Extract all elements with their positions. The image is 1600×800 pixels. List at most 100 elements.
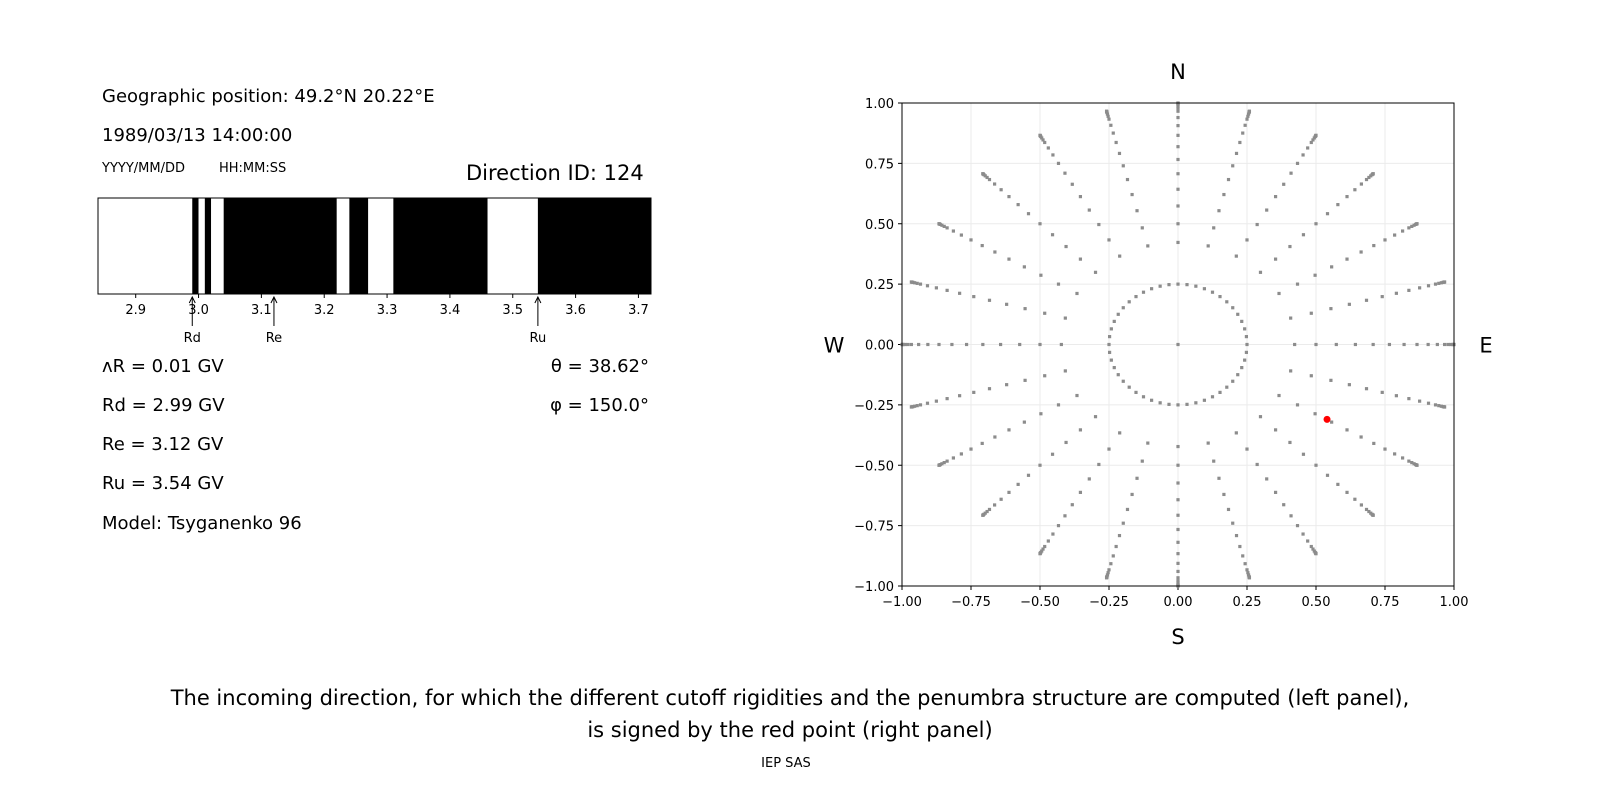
x-tick-label: 3.0 — [188, 303, 209, 318]
direction-point — [925, 401, 930, 405]
direction-point — [1442, 280, 1447, 284]
direction-point — [1226, 507, 1231, 512]
direction-point — [1245, 447, 1249, 451]
direction-point — [1293, 342, 1297, 347]
direction-point — [987, 298, 992, 302]
direction-point — [1106, 114, 1110, 118]
y-tick-label: 1.00 — [865, 97, 894, 112]
direction-point — [1176, 444, 1180, 449]
direction-point — [1016, 203, 1020, 207]
direction-point — [1289, 514, 1293, 518]
arrow-head-icon — [270, 295, 278, 304]
direction-point — [1314, 552, 1318, 556]
direction-point — [1442, 405, 1447, 409]
phi-value: φ = 150.0° — [550, 395, 649, 416]
direction-point — [1426, 401, 1431, 405]
direction-point — [1345, 195, 1349, 199]
direction-point — [1334, 342, 1338, 347]
direction-point — [1231, 521, 1235, 525]
direction-point — [1306, 146, 1310, 150]
direction-point — [937, 222, 941, 226]
direction-point — [1217, 209, 1221, 213]
direction-point — [1329, 307, 1333, 311]
direction-point — [1075, 291, 1079, 296]
direction-point — [1314, 133, 1318, 137]
direction-point — [1111, 554, 1115, 558]
direction-point — [1433, 403, 1438, 407]
direction-point — [1134, 390, 1138, 394]
direction-point — [1412, 223, 1416, 227]
direction-point — [937, 463, 941, 467]
direction-point — [969, 447, 973, 451]
direction-point — [1437, 404, 1441, 408]
direction-point — [1158, 284, 1162, 288]
direction-point — [1007, 428, 1011, 432]
direction-point — [1112, 366, 1116, 370]
direction-point — [1418, 286, 1422, 290]
direction-point — [945, 226, 949, 230]
direction-point — [1380, 390, 1384, 394]
direction-point — [909, 280, 914, 284]
direction-point — [918, 282, 923, 286]
direction-point — [1146, 244, 1150, 248]
x-tick-label: −0.25 — [1089, 595, 1129, 610]
direction-point — [1245, 238, 1249, 242]
direction-point — [1056, 282, 1061, 286]
direction-point — [934, 399, 938, 403]
direction-point — [1243, 123, 1247, 127]
direction-point — [1176, 561, 1180, 565]
direction-point — [937, 342, 941, 347]
direction-point — [985, 509, 989, 514]
x-tick-label: 3.1 — [251, 303, 272, 318]
direction-point — [1225, 300, 1229, 304]
direction-point — [915, 404, 919, 408]
direction-point — [1176, 124, 1180, 128]
direction-point — [1202, 287, 1207, 291]
direction-point — [1176, 579, 1180, 583]
direction-point — [1217, 476, 1221, 480]
direction-point — [1176, 115, 1180, 120]
direction-point — [1367, 509, 1371, 514]
direction-point — [1176, 527, 1180, 532]
direction-point — [1210, 395, 1215, 399]
direction-point — [1222, 492, 1226, 497]
direction-point — [993, 182, 997, 186]
direction-point — [1345, 428, 1349, 432]
penumbra-band — [204, 198, 212, 294]
direction-point — [1371, 513, 1375, 517]
direction-point — [1176, 569, 1180, 574]
direction-point — [1176, 581, 1180, 585]
direction-point — [1314, 222, 1318, 226]
direction-point — [1325, 212, 1330, 216]
direction-point — [1241, 131, 1245, 135]
direction-point — [1277, 393, 1281, 398]
direction-point — [1301, 153, 1305, 157]
direction-point — [1359, 182, 1363, 186]
direction-point — [1007, 490, 1011, 494]
x-tick-label: 3.4 — [440, 303, 461, 318]
direction-point — [1231, 164, 1235, 168]
direction-point — [1306, 539, 1310, 543]
x-tick-label: 3.2 — [314, 303, 335, 318]
direction-point — [1401, 456, 1405, 460]
direction-point — [1116, 373, 1120, 377]
direction-point — [1330, 420, 1334, 424]
direction-point — [981, 342, 985, 347]
direction-point — [1114, 140, 1118, 145]
direction-point — [1222, 192, 1226, 197]
date-format-label: YYYY/MM/DD — [102, 161, 185, 176]
direction-point — [1418, 399, 1422, 403]
direction-point — [1121, 306, 1125, 310]
direction-point — [1141, 290, 1146, 294]
penumbra-band — [98, 198, 193, 294]
direction-point — [1078, 257, 1083, 261]
direction-point — [1313, 273, 1317, 277]
direction-point — [987, 507, 992, 512]
direction-point — [1107, 568, 1111, 572]
penumbra-band — [336, 198, 350, 294]
direction-point — [1022, 420, 1026, 424]
geo-position: Geographic position: 49.2°N 20.22°E — [102, 86, 435, 107]
direction-point — [1234, 151, 1239, 156]
direction-point — [1231, 379, 1235, 383]
